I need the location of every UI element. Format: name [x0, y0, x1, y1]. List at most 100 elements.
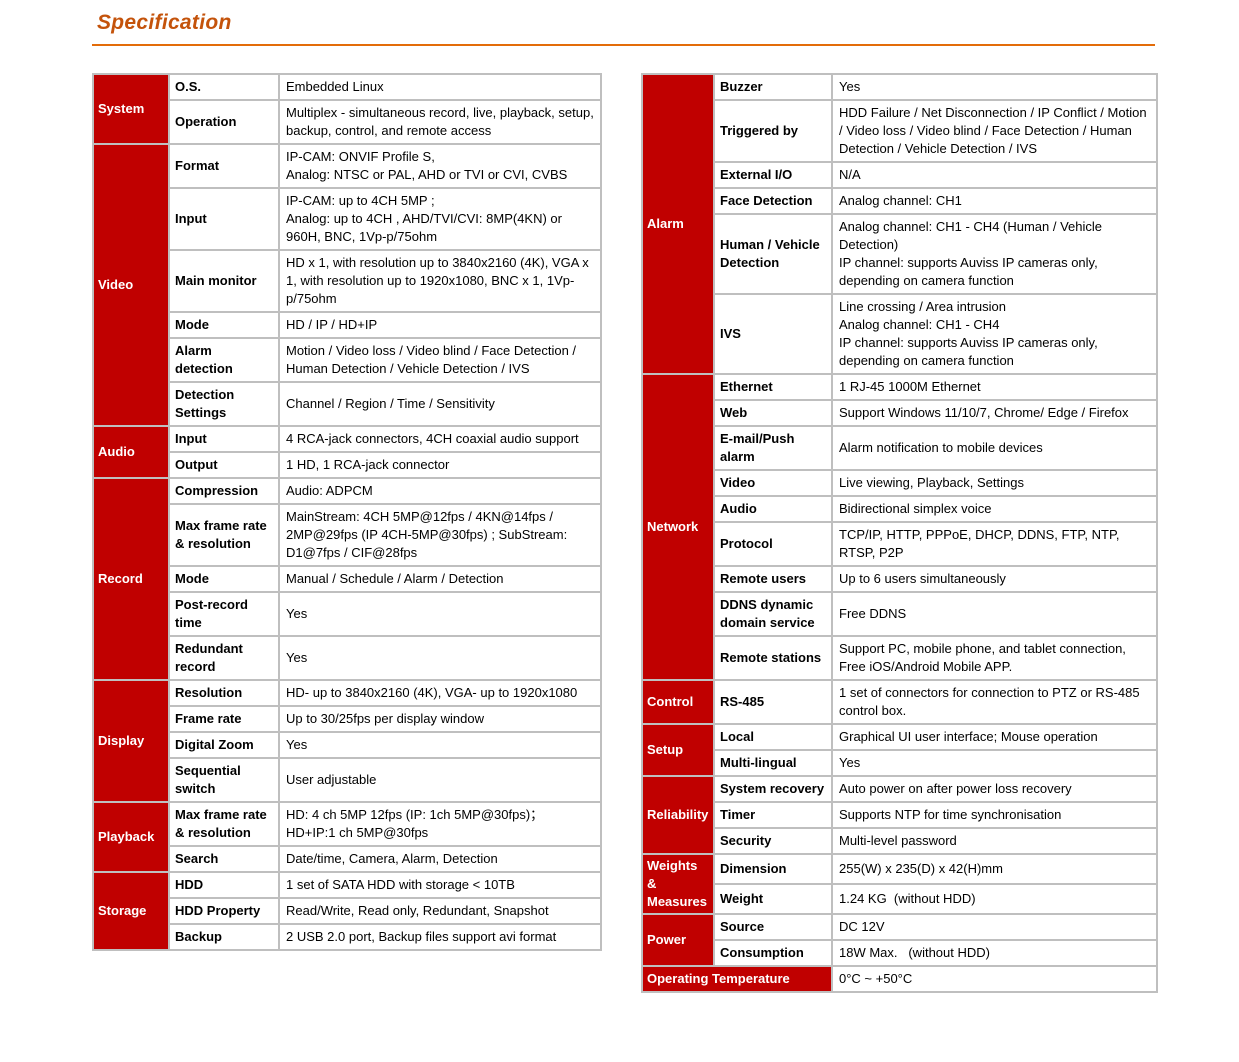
spec-key-ddns-dynamic-domain-service: DDNS dynamic domain service	[713, 591, 833, 637]
spec-key-hdd-property: HDD Property	[168, 897, 280, 925]
spec-value: Manual / Schedule / Alarm / Detection	[278, 565, 602, 593]
spec-key-system-recovery: System recovery	[713, 775, 833, 803]
section-label-system: System	[92, 73, 170, 145]
spec-key-timer: Timer	[713, 801, 833, 829]
spec-value: Date/time, Camera, Alarm, Detection	[278, 845, 602, 873]
spec-value: HD / IP / HD+IP	[278, 311, 602, 339]
spec-row: E-mail/Push alarm Alarm notification to m…	[642, 425, 1158, 471]
spec-value: Bidirectional simplex voice	[831, 495, 1158, 523]
spec-row: Timer Supports NTP for time synchronisati…	[642, 801, 1158, 829]
spec-key-source: Source	[713, 913, 833, 941]
spec-row: Detection Settings Channel / Region / Tim…	[93, 381, 602, 427]
spec-value: Supports NTP for time synchronisation	[831, 801, 1158, 829]
section-label-reliability: Reliability	[641, 775, 715, 855]
spec-key-output: Output	[168, 451, 280, 479]
spec-key-max-frame-rate-resolution: Max frame rate & resolution	[168, 801, 280, 847]
spec-key-video: Video	[713, 469, 833, 497]
section-label-record: Record	[92, 477, 170, 681]
spec-value: Up to 30/25fps per display window	[278, 705, 602, 733]
spec-value: HDD Failure / Net Disconnection / IP Con…	[831, 99, 1158, 163]
section-label-control: Control	[641, 679, 715, 725]
spec-row: Remote users Up to 6 users simultaneously	[642, 565, 1158, 593]
spec-row: Remote stations Support PC, mobile phone,…	[642, 635, 1158, 681]
spec-row: Web Support Windows 11/10/7, Chrome/ Edge…	[642, 399, 1158, 427]
section-label-power: Power	[641, 913, 715, 967]
spec-value: 18W Max. (without HDD)	[831, 939, 1158, 967]
section-label-setup: Setup	[641, 723, 715, 777]
spec-row: Alarm Buzzer Yes	[641, 73, 1158, 375]
section-label-video: Video	[92, 143, 170, 427]
spec-key-buzzer: Buzzer	[713, 73, 833, 101]
spec-row: Audio Input 4 RCA-jack connectors, 4CH coa…	[92, 425, 602, 479]
spec-row: Reliability System recovery Auto power on …	[641, 775, 1158, 855]
spec-value: Multiplex - simultaneous record, live, p…	[278, 99, 602, 145]
spec-value: HD: 4 ch 5MP 12fps (IP: 1ch 5MP@30fps)； …	[278, 801, 602, 847]
spec-row: Backup 2 USB 2.0 port, Backup files suppo…	[93, 923, 602, 951]
spec-value: Graphical UI user interface; Mouse opera…	[831, 723, 1158, 751]
spec-row: Playback Max frame rate & resolution HD: 4…	[92, 801, 602, 873]
spec-key-sequential-switch: Sequential switch	[168, 757, 280, 803]
spec-key-e-mail-push-alarm: E-mail/Push alarm	[713, 425, 833, 471]
spec-key-human-vehicle-detection: Human / Vehicle Detection	[713, 213, 833, 295]
spec-value: 4 RCA-jack connectors, 4CH coaxial audio…	[278, 425, 602, 453]
spec-row: Input IP-CAM: up to 4CH 5MP ; Analog: up …	[93, 187, 602, 251]
spec-key-digital-zoom: Digital Zoom	[168, 731, 280, 759]
spec-row: Sequential switch User adjustable	[93, 757, 602, 803]
spec-key-search: Search	[168, 845, 280, 873]
spec-row: Post-record time Yes	[93, 591, 602, 637]
spec-value: HD x 1, with resolution up to 3840x2160 …	[278, 249, 602, 313]
spec-row: Video Format IP-CAM: ONVIF Profile S, Anal…	[92, 143, 602, 427]
spec-value: Analog channel: CH1	[831, 187, 1158, 215]
spec-value: Yes	[278, 731, 602, 759]
section-label-storage: Storage	[92, 871, 170, 951]
spec-key-weight: Weight	[713, 883, 833, 915]
spec-value: Channel / Region / Time / Sensitivity	[278, 381, 602, 427]
spec-row: Operation Multiplex - simultaneous record…	[93, 99, 602, 145]
spec-key-format: Format	[168, 143, 280, 189]
spec-value: 1 set of connectors for connection to PT…	[831, 679, 1158, 725]
spec-value: DC 12V	[831, 913, 1158, 941]
spec-row: Main monitor HD x 1, with resolution up t…	[93, 249, 602, 313]
spec-value: Support PC, mobile phone, and tablet con…	[831, 635, 1158, 681]
spec-row: Record Compression Audio: ADPCM	[92, 477, 602, 681]
spec-row: Frame rate Up to 30/25fps per display win…	[93, 705, 602, 733]
section-label-audio: Audio	[92, 425, 170, 479]
spec-key-mode: Mode	[168, 565, 280, 593]
spec-row: Alarm detection Motion / Video loss / Vid…	[93, 337, 602, 383]
spec-value: Support Windows 11/10/7, Chrome/ Edge / …	[831, 399, 1158, 427]
spec-row: Video Live viewing, Playback, Settings	[642, 469, 1158, 497]
spec-row: Redundant record Yes	[93, 635, 602, 681]
spec-key-remote-stations: Remote stations	[713, 635, 833, 681]
spec-value: Embedded Linux	[278, 73, 602, 101]
spec-key-triggered-by: Triggered by	[713, 99, 833, 163]
spec-row: Weights & Measures Dimension 255(W) x 235(…	[641, 853, 1158, 915]
spec-key-mode: Mode	[168, 311, 280, 339]
spec-key-dimension: Dimension	[713, 853, 833, 885]
title-block: Specification	[0, 0, 1239, 35]
spec-value: 255(W) x 235(D) x 42(H)mm	[831, 853, 1158, 885]
spec-value: IP-CAM: up to 4CH 5MP ; Analog: up to 4C…	[278, 187, 602, 251]
spec-key-input: Input	[168, 425, 280, 453]
spec-key-max-frame-rate-resolution: Max frame rate & resolution	[168, 503, 280, 567]
spec-key-web: Web	[713, 399, 833, 427]
section-label-operating-temperature: Operating Temperature	[641, 965, 833, 993]
section-label-playback: Playback	[92, 801, 170, 873]
spec-row: Max frame rate & resolution MainStream: 4…	[93, 503, 602, 567]
spec-row: Protocol TCP/IP, HTTP, PPPoE, DHCP, DDNS,…	[642, 521, 1158, 567]
spec-key-operation: Operation	[168, 99, 280, 145]
spec-key-o-s: O.S.	[168, 73, 280, 101]
spec-value: Yes	[278, 635, 602, 681]
spec-value: Yes	[831, 749, 1158, 777]
spec-value: Up to 6 users simultaneously	[831, 565, 1158, 593]
spec-key-audio: Audio	[713, 495, 833, 523]
spec-row: Weight 1.24 KG (without HDD)	[642, 883, 1158, 915]
spec-row: Digital Zoom Yes	[93, 731, 602, 759]
spec-key-multi-lingual: Multi-lingual	[713, 749, 833, 777]
spec-key-security: Security	[713, 827, 833, 855]
spec-key-ethernet: Ethernet	[713, 373, 833, 401]
spec-row: Search Date/time, Camera, Alarm, Detectio…	[93, 845, 602, 873]
section-label-alarm: Alarm	[641, 73, 715, 375]
spec-value: Alarm notification to mobile devices	[831, 425, 1158, 471]
spec-key-face-detection: Face Detection	[713, 187, 833, 215]
spec-row: Face Detection Analog channel: CH1	[642, 187, 1158, 215]
